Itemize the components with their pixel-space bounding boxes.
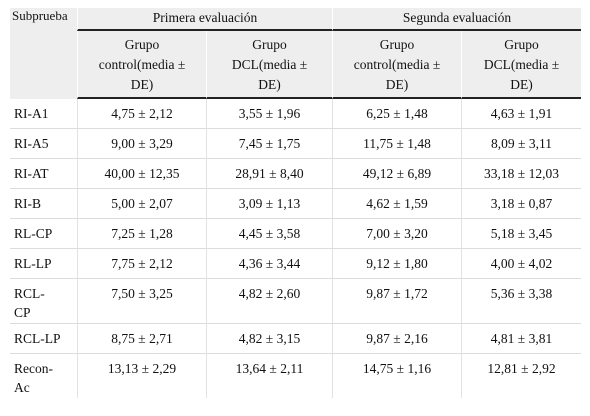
table-cell: 4,45 ± 3,58 (206, 219, 332, 249)
row-label-line: Recon- (14, 361, 53, 376)
table-cell: 28,91 ± 8,40 (206, 159, 332, 189)
table-cell: 4,63 ± 1,91 (461, 99, 581, 129)
table-row: RI-AT 40,00 ± 12,35 28,91 ± 8,40 49,12 ±… (10, 159, 581, 189)
header-line: control(media ± (353, 57, 441, 72)
row-label: RI-B (10, 189, 77, 219)
table-cell: 5,18 ± 3,45 (461, 219, 581, 249)
header-line: Grupo (124, 37, 160, 52)
table-cell: 40,00 ± 12,35 (77, 159, 206, 189)
header-line: DCL(media ± (231, 57, 308, 72)
header-control-group-2: Grupo control(media ± DE) (332, 31, 461, 99)
table-cell: 49,12 ± 6,89 (332, 159, 461, 189)
table-cell: 7,50 ± 3,25 (77, 279, 206, 324)
row-label-line: CP (14, 305, 31, 320)
table-cell: 12,81 ± 2,92 (461, 354, 581, 398)
row-label: RI-A5 (10, 129, 77, 159)
table-cell: 4,81 ± 3,81 (461, 324, 581, 354)
table-cell: 7,25 ± 1,28 (77, 219, 206, 249)
header-line: control(media ± (98, 57, 186, 72)
results-table: Subprueba Primera evaluación Segunda eva… (10, 8, 581, 398)
row-label-line: Ac (14, 380, 30, 395)
table-row: RI-A5 9,00 ± 3,29 7,45 ± 1,75 11,75 ± 1,… (10, 129, 581, 159)
header-second-evaluation: Segunda evaluación (332, 8, 581, 31)
header-line: DCL(media ± (483, 57, 560, 72)
table-cell: 4,36 ± 3,44 (206, 249, 332, 279)
row-label: RL-CP (10, 219, 77, 249)
table-cell: 33,18 ± 12,03 (461, 159, 581, 189)
header-first-evaluation-label: Primera evaluación (152, 10, 258, 25)
table-header: Subprueba Primera evaluación Segunda eva… (10, 8, 581, 99)
table-cell: 6,25 ± 1,48 (332, 99, 461, 129)
row-label-line: RCL- (14, 286, 45, 301)
table-cell: 8,09 ± 3,11 (461, 129, 581, 159)
table-cell: 13,13 ± 2,29 (77, 354, 206, 398)
table-cell: 9,87 ± 2,16 (332, 324, 461, 354)
header-line: Grupo (504, 37, 539, 52)
table-cell: 9,00 ± 3,29 (77, 129, 206, 159)
header-line: DE) (385, 77, 409, 92)
table-row: RL-LP 7,75 ± 2,12 4,36 ± 3,44 9,12 ± 1,8… (10, 249, 581, 279)
row-label: Recon- Ac (10, 354, 77, 398)
table-cell: 5,36 ± 3,38 (461, 279, 581, 324)
table-cell: 14,75 ± 1,16 (332, 354, 461, 398)
table-cell: 7,45 ± 1,75 (206, 129, 332, 159)
table-cell: 4,82 ± 2,60 (206, 279, 332, 324)
table-cell: 7,75 ± 2,12 (77, 249, 206, 279)
table-cell: 8,75 ± 2,71 (77, 324, 206, 354)
header-second-evaluation-label: Segunda evaluación (402, 10, 512, 25)
row-label: RI-AT (10, 159, 77, 189)
row-label: RCL- CP (10, 279, 77, 324)
header-dcl-group-1: Grupo DCL(media ± DE) (206, 31, 332, 99)
table-row: RI-A1 4,75 ± 2,12 3,55 ± 1,96 6,25 ± 1,4… (10, 99, 581, 129)
table-row: RL-CP 7,25 ± 1,28 4,45 ± 3,58 7,00 ± 3,2… (10, 219, 581, 249)
header-subtest: Subprueba (10, 8, 77, 99)
table-cell: 13,64 ± 2,11 (206, 354, 332, 398)
table-row: RCL-LP 8,75 ± 2,71 4,82 ± 3,15 9,87 ± 2,… (10, 324, 581, 354)
table-cell: 3,55 ± 1,96 (206, 99, 332, 129)
header-control-group-1: Grupo control(media ± DE) (77, 31, 206, 99)
row-label: RL-LP (10, 249, 77, 279)
table-body: RI-A1 4,75 ± 2,12 3,55 ± 1,96 6,25 ± 1,4… (10, 99, 581, 398)
row-label: RCL-LP (10, 324, 77, 354)
table-cell: 3,18 ± 0,87 (461, 189, 581, 219)
table-cell: 4,75 ± 2,12 (77, 99, 206, 129)
table-row: Recon- Ac 13,13 ± 2,29 13,64 ± 2,11 14,7… (10, 354, 581, 398)
table-cell: 9,87 ± 1,72 (332, 279, 461, 324)
row-label: RI-A1 (10, 99, 77, 129)
table-cell: 5,00 ± 2,07 (77, 189, 206, 219)
table-cell: 9,12 ± 1,80 (332, 249, 461, 279)
header-line: DE) (130, 77, 154, 92)
table-cell: 4,00 ± 4,02 (461, 249, 581, 279)
table-row: RI-B 5,00 ± 2,07 3,09 ± 1,13 4,62 ± 1,59… (10, 189, 581, 219)
table-cell: 11,75 ± 1,48 (332, 129, 461, 159)
header-line: Grupo (252, 37, 287, 52)
table-cell: 7,00 ± 3,20 (332, 219, 461, 249)
header-line: Grupo (379, 37, 415, 52)
table-row: RCL- CP 7,50 ± 3,25 4,82 ± 2,60 9,87 ± 1… (10, 279, 581, 324)
header-dcl-group-2: Grupo DCL(media ± DE) (461, 31, 581, 99)
table-cell: 4,62 ± 1,59 (332, 189, 461, 219)
header-line: DE) (258, 77, 281, 92)
header-line: DE) (510, 77, 533, 92)
header-first-evaluation: Primera evaluación (77, 8, 332, 31)
table-cell: 4,82 ± 3,15 (206, 324, 332, 354)
table-cell: 3,09 ± 1,13 (206, 189, 332, 219)
